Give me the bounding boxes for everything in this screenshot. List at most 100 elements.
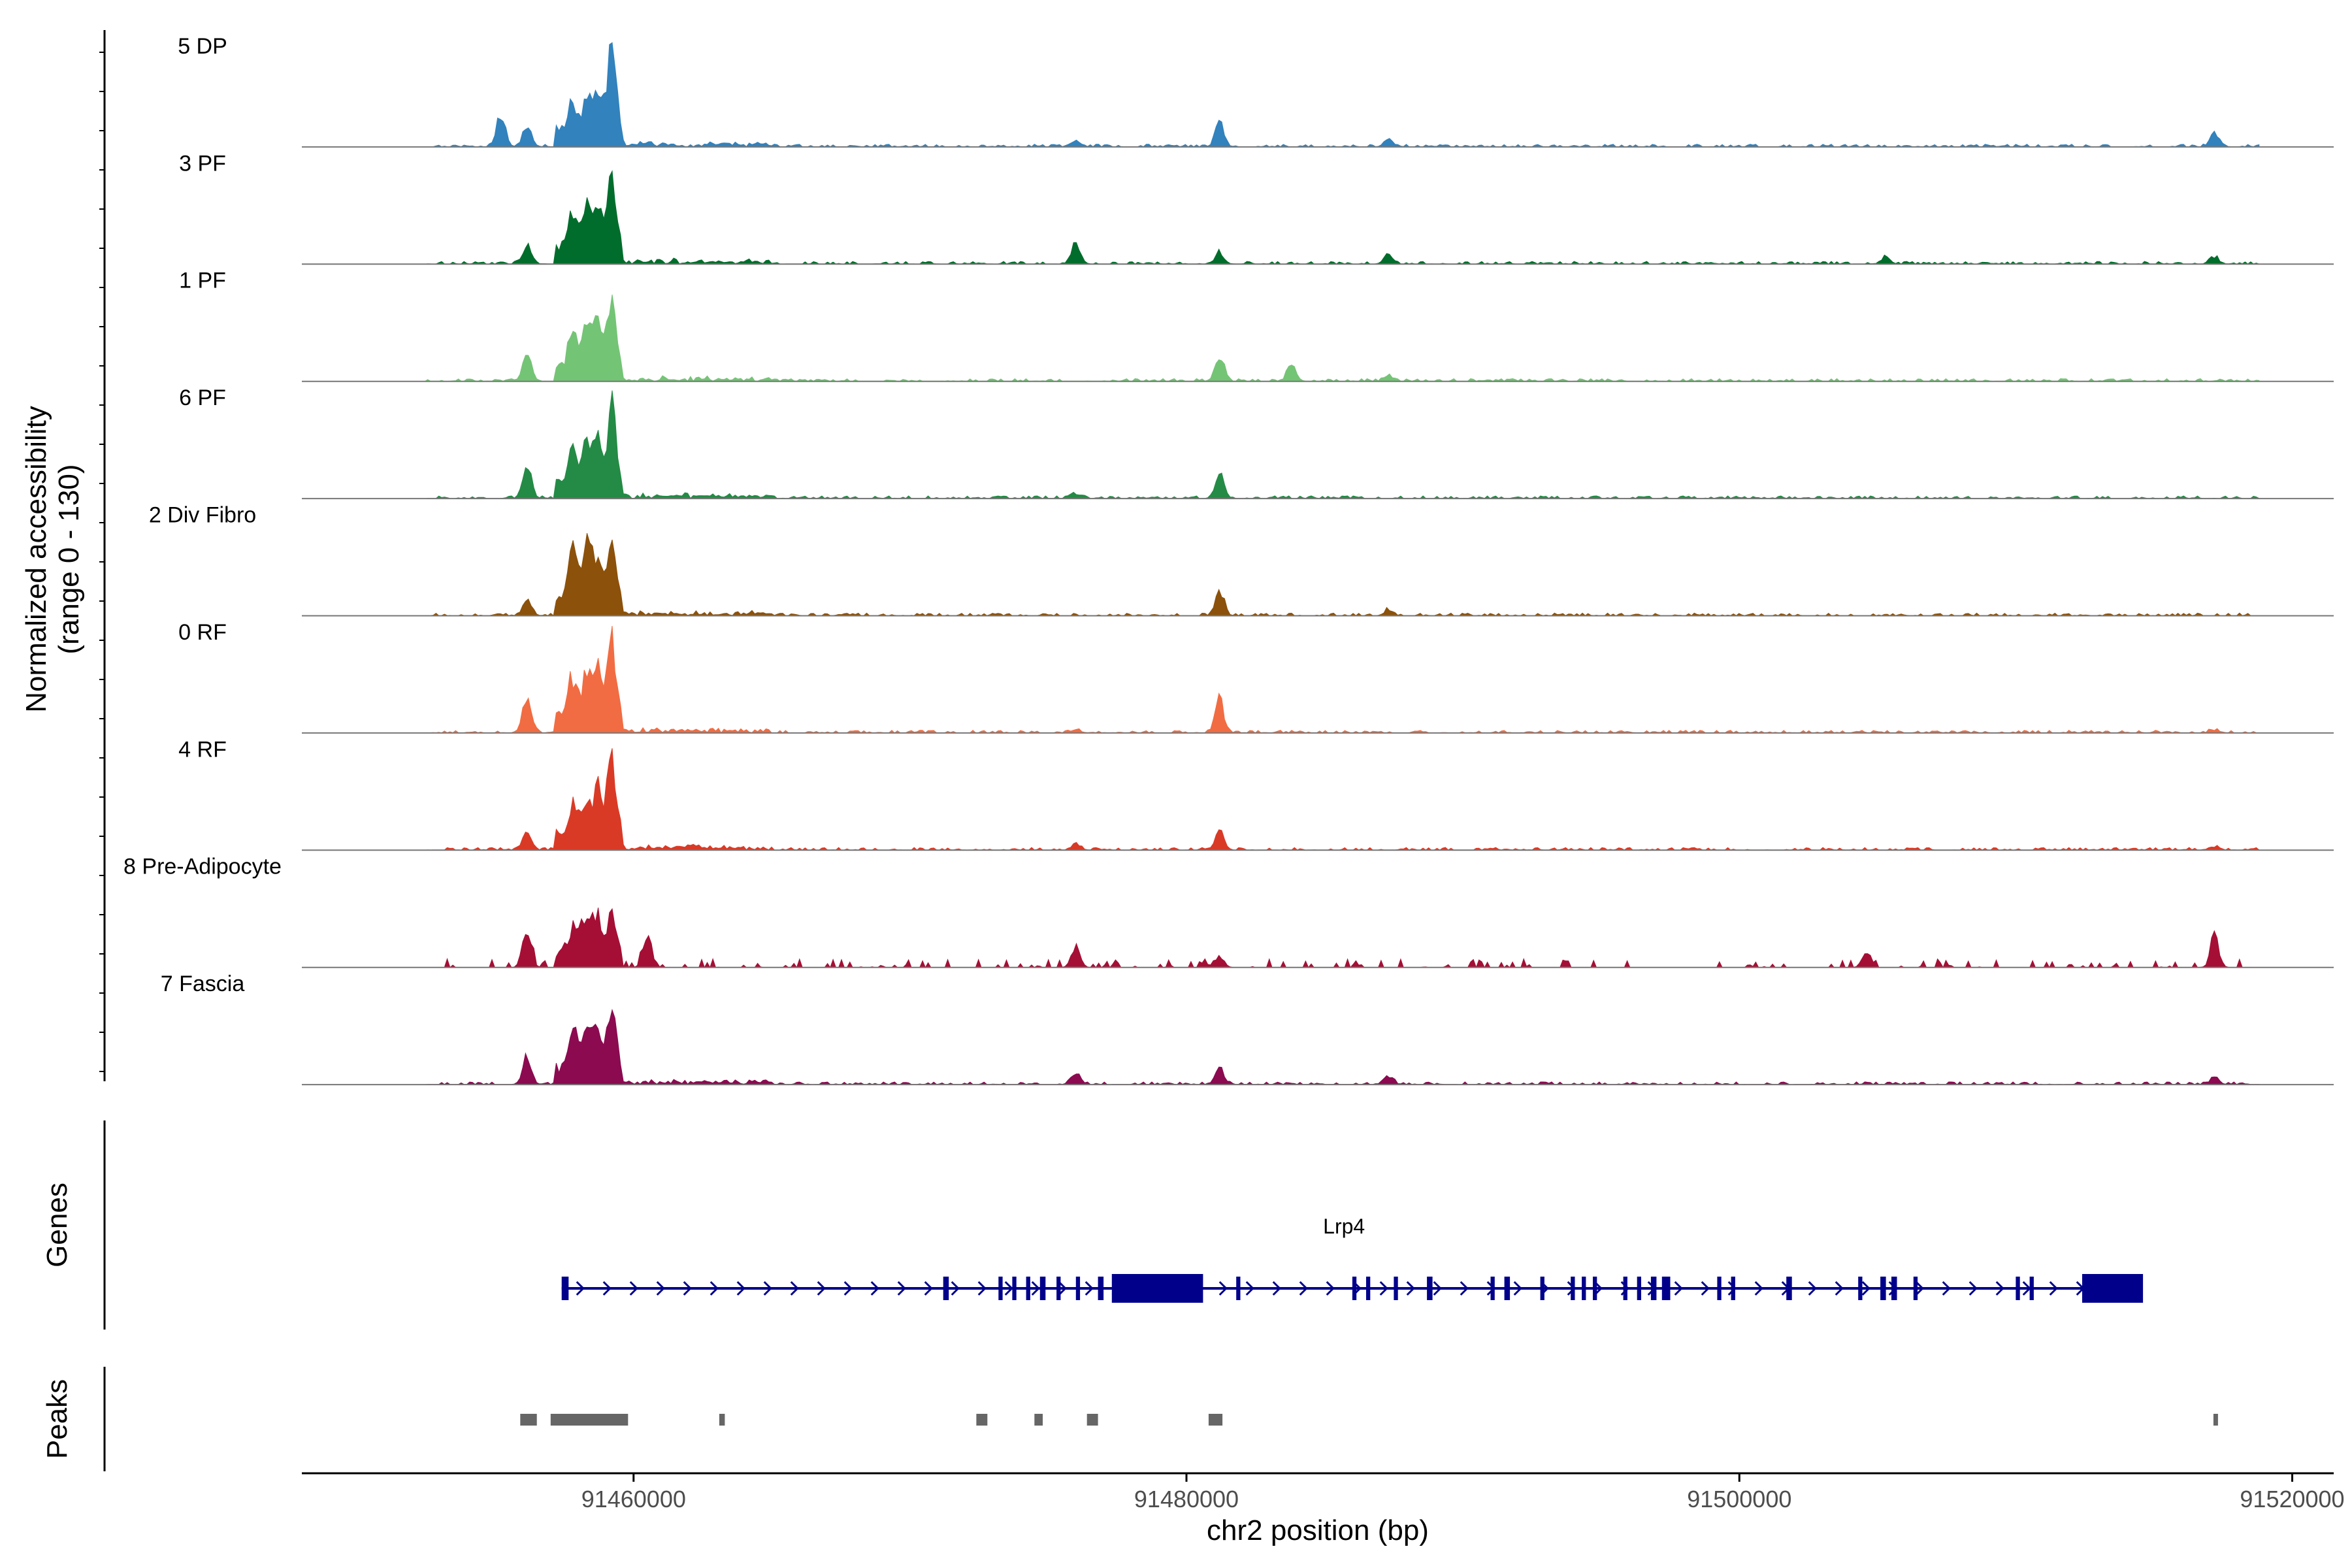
coverage-area-5-dp [302, 42, 2260, 148]
gene-exon [1039, 1277, 1046, 1300]
strand-arrow [1272, 1281, 1281, 1296]
strand-arrow [1379, 1281, 1388, 1296]
gene-exon [1366, 1277, 1371, 1300]
strand-arrow [1835, 1281, 1844, 1296]
track-label: 5 DP [178, 34, 227, 59]
peak-region [2213, 1414, 2218, 1426]
strand-arrow [1674, 1281, 1683, 1296]
y-axis [99, 30, 106, 1081]
gene-label-lrp4: Lrp4 [1323, 1215, 1365, 1238]
peak-region [1034, 1414, 1043, 1426]
gene-exon [1913, 1277, 1918, 1300]
strand-arrow [1808, 1281, 1817, 1296]
gene-exon [943, 1277, 949, 1300]
gene-exon [1593, 1277, 1597, 1300]
strand-arrow [977, 1281, 987, 1296]
coverage-track: 1 PF [179, 269, 2334, 382]
coverage-track: 6 PF [179, 385, 2334, 500]
peaks-track-title: Peaks [41, 1379, 73, 1459]
coverage-area-0-rf [302, 626, 2260, 734]
track-label: 6 PF [179, 385, 226, 410]
strand-arrow [629, 1281, 638, 1296]
strand-arrow [763, 1281, 772, 1296]
coverage-track: 5 DP [178, 34, 2334, 148]
gene-exon [1637, 1277, 1641, 1300]
strand-arrow [710, 1281, 719, 1296]
coverage-track: 7 Fascia [161, 972, 2334, 1086]
strand-arrow [1326, 1281, 1335, 1296]
gene-exon [1236, 1277, 1241, 1300]
strand-arrow [602, 1281, 612, 1296]
peak-region [719, 1414, 725, 1426]
strand-arrow [1058, 1281, 1067, 1296]
coverage-track: 8 Pre-Adipocyte [123, 855, 2334, 969]
coverage-tracks: 5 DP 3 PF 1 PF 6 PF 2 Div Fibro 0 RF 4 RF 8 Pre… [123, 34, 2334, 1086]
gene-exon [1111, 1274, 1203, 1303]
gene-exon [1490, 1277, 1495, 1300]
gene-exon [2082, 1274, 2144, 1303]
strand-arrow [683, 1281, 692, 1296]
gene-exon [1717, 1277, 1722, 1300]
peak-region [1208, 1414, 1223, 1426]
gene-exon [1504, 1277, 1511, 1300]
genes-track-title: Genes [41, 1183, 73, 1267]
strand-arrow [1245, 1281, 1254, 1296]
gene-exon [1394, 1277, 1398, 1300]
gene-exon [998, 1277, 1003, 1300]
track-label: 8 Pre-Adipocyte [123, 855, 282, 879]
strand-arrow [1004, 1281, 1013, 1296]
gene-exon [2016, 1277, 2020, 1300]
strand-arrow [1433, 1281, 1442, 1296]
gene-exon [1098, 1277, 1104, 1300]
gene-exon [1571, 1277, 1575, 1300]
coverage-area-6-pf [302, 390, 2260, 499]
strand-arrow [1085, 1281, 1094, 1296]
peak-region [1086, 1414, 1098, 1426]
strand-arrow [1460, 1281, 1469, 1296]
strand-arrow [843, 1281, 853, 1296]
coverage-area-2-div-fibro [302, 532, 2260, 617]
strand-arrow [951, 1281, 960, 1296]
coverage-track: 3 PF [179, 151, 2334, 265]
strand-arrow [576, 1281, 585, 1296]
strand-arrow [870, 1281, 879, 1296]
strand-arrow [790, 1281, 799, 1296]
strand-arrow [1754, 1281, 1763, 1296]
coverage-area-4-rf [302, 748, 2260, 851]
strand-arrow [656, 1281, 665, 1296]
gene-exon [1661, 1277, 1671, 1300]
gene-track: Lrp4 [561, 1215, 2144, 1303]
gene-exon [1540, 1277, 1544, 1300]
x-axis: 91460000 91480000 91500000 91520000 [302, 1472, 2345, 1512]
track-label: 3 PF [179, 151, 226, 176]
strand-arrow [1968, 1281, 1978, 1296]
x-axis-title: chr2 position (bp) [1207, 1514, 1429, 1546]
coverage-track: 4 RF [178, 737, 2334, 851]
gene-exon [561, 1277, 569, 1300]
track-label: 0 RF [178, 620, 227, 645]
x-tick-label: 91500000 [1687, 1486, 1791, 1512]
strand-arrow [1861, 1281, 1870, 1296]
strand-arrow [1218, 1281, 1228, 1296]
gene-exon [1880, 1277, 1886, 1300]
gene-exon [1731, 1277, 1735, 1300]
gene-exon [1012, 1277, 1017, 1300]
strand-arrow [1995, 1281, 2004, 1296]
gene-exon [2029, 1277, 2034, 1300]
x-tick-label: 91460000 [581, 1486, 686, 1512]
track-label: 7 Fascia [161, 972, 245, 996]
track-label: 2 Div Fibro [149, 503, 256, 528]
gene-exon [1582, 1277, 1586, 1300]
x-tick-label: 91480000 [1134, 1486, 1239, 1512]
strand-arrow [1942, 1281, 1951, 1296]
strand-arrow [817, 1281, 826, 1296]
track-label: 4 RF [178, 737, 227, 762]
y-axis-title-line2: (range 0 - 130) [53, 464, 85, 654]
strand-arrow [736, 1281, 745, 1296]
coverage-area-8-pre-adipocyte [302, 907, 2259, 969]
gene-exon [1623, 1277, 1627, 1300]
strand-arrow [924, 1281, 933, 1296]
gene-exon [1026, 1277, 1030, 1300]
strand-arrow [897, 1281, 906, 1296]
strand-arrow [1513, 1281, 1522, 1296]
